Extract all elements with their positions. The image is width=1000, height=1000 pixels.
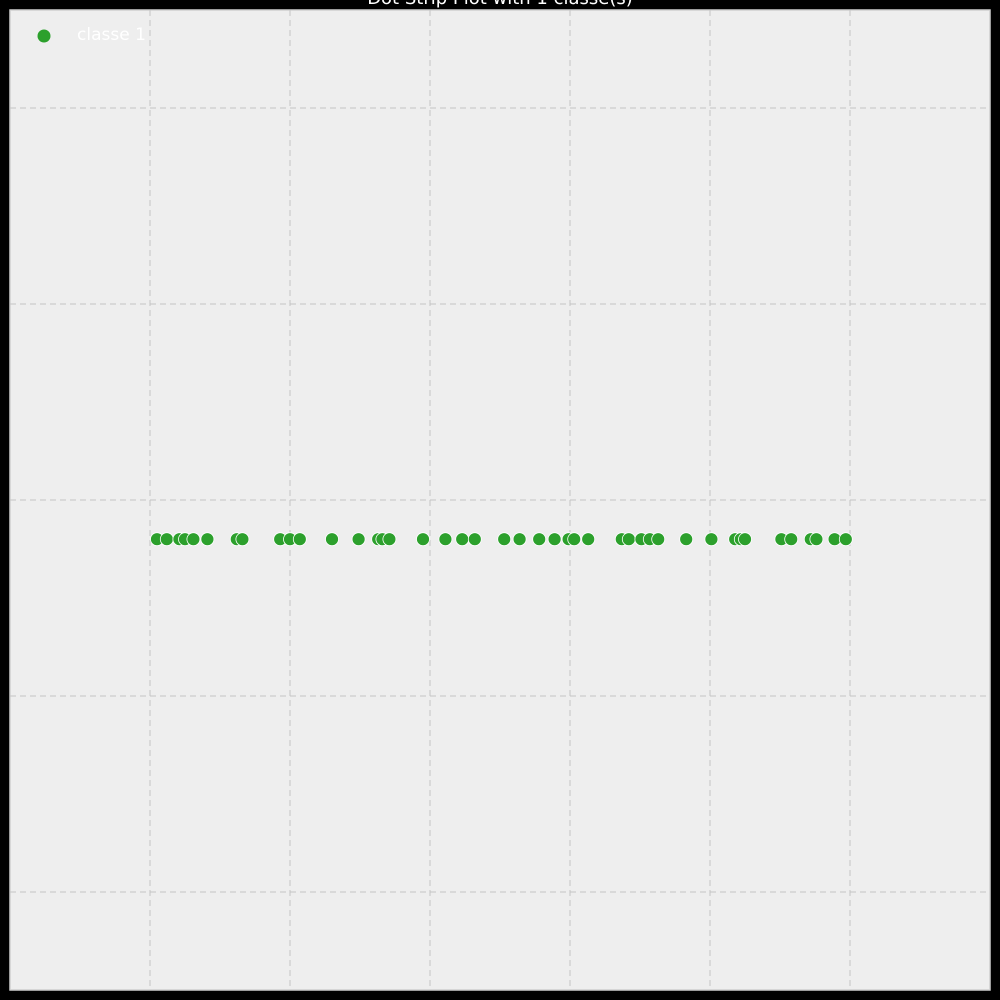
data-point (738, 532, 752, 547)
chart-title: Dot Strip Plot with 1 classe(s) (367, 0, 633, 9)
data-point (455, 532, 470, 547)
data-point (567, 532, 582, 547)
data-point (159, 532, 174, 547)
data-point (235, 532, 250, 547)
data-point (704, 532, 719, 547)
data-point (416, 532, 430, 547)
legend-label: classe 1 (77, 25, 146, 45)
data-point (838, 532, 853, 547)
data-point (532, 532, 547, 547)
data-point (438, 532, 453, 547)
data-point (784, 532, 799, 547)
data-point (547, 532, 562, 547)
data-point (581, 532, 596, 547)
points-layer (150, 532, 853, 547)
data-point (200, 532, 215, 547)
data-point (621, 532, 636, 547)
data-point (651, 532, 666, 547)
data-point (351, 532, 366, 547)
data-point (292, 532, 307, 547)
data-point (186, 532, 201, 547)
data-point (809, 532, 824, 547)
data-point (679, 532, 694, 547)
data-point (325, 532, 339, 547)
data-point (467, 532, 482, 547)
legend: classe 1 (37, 25, 146, 45)
grid-layer (10, 10, 990, 990)
data-point (512, 532, 527, 547)
data-point (497, 532, 512, 547)
data-point (382, 532, 397, 547)
legend-marker (37, 29, 51, 43)
